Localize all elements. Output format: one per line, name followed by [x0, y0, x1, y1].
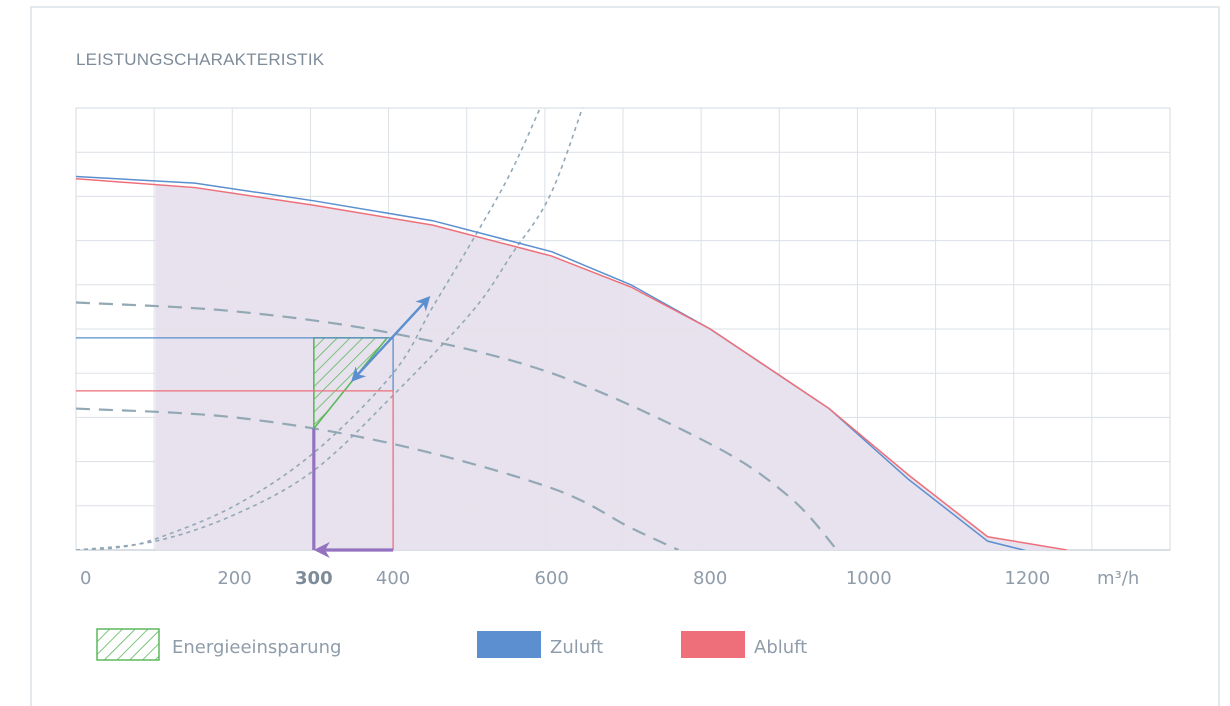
legend-swatch-abluft — [681, 631, 745, 658]
x-tick-label: 200 — [217, 568, 251, 589]
x-unit-label: m³/h — [1097, 568, 1139, 589]
abluft-operating-line — [76, 390, 394, 550]
legend-swatch-zuluft — [477, 631, 541, 658]
pressure-shift-arrow — [351, 296, 431, 382]
chart-title: LEISTUNGSCHARAKTERISTIK — [76, 50, 325, 69]
x-tick-label: 1200 — [1004, 568, 1050, 589]
x-tick-label: 800 — [693, 568, 727, 589]
fan-curve — [76, 407, 679, 550]
legend-label-energy: Energieeinsparung — [172, 637, 341, 658]
x-tick-label: 600 — [534, 568, 568, 589]
legend-label-zuluft: Zuluft — [550, 637, 603, 658]
series-line-zuluft — [76, 175, 1027, 550]
legend-swatch-energy — [96, 628, 160, 661]
x-tick-label: 400 — [376, 568, 410, 589]
x-tick-label: 1000 — [846, 568, 892, 589]
legend-label-abluft: Abluft — [754, 637, 807, 658]
x-tick-label: 0 — [80, 568, 91, 589]
x-tick-label: 300 — [295, 568, 333, 589]
operating-range-area — [155, 184, 1067, 550]
series-line-abluft — [76, 177, 1068, 550]
system-curve — [76, 108, 541, 550]
